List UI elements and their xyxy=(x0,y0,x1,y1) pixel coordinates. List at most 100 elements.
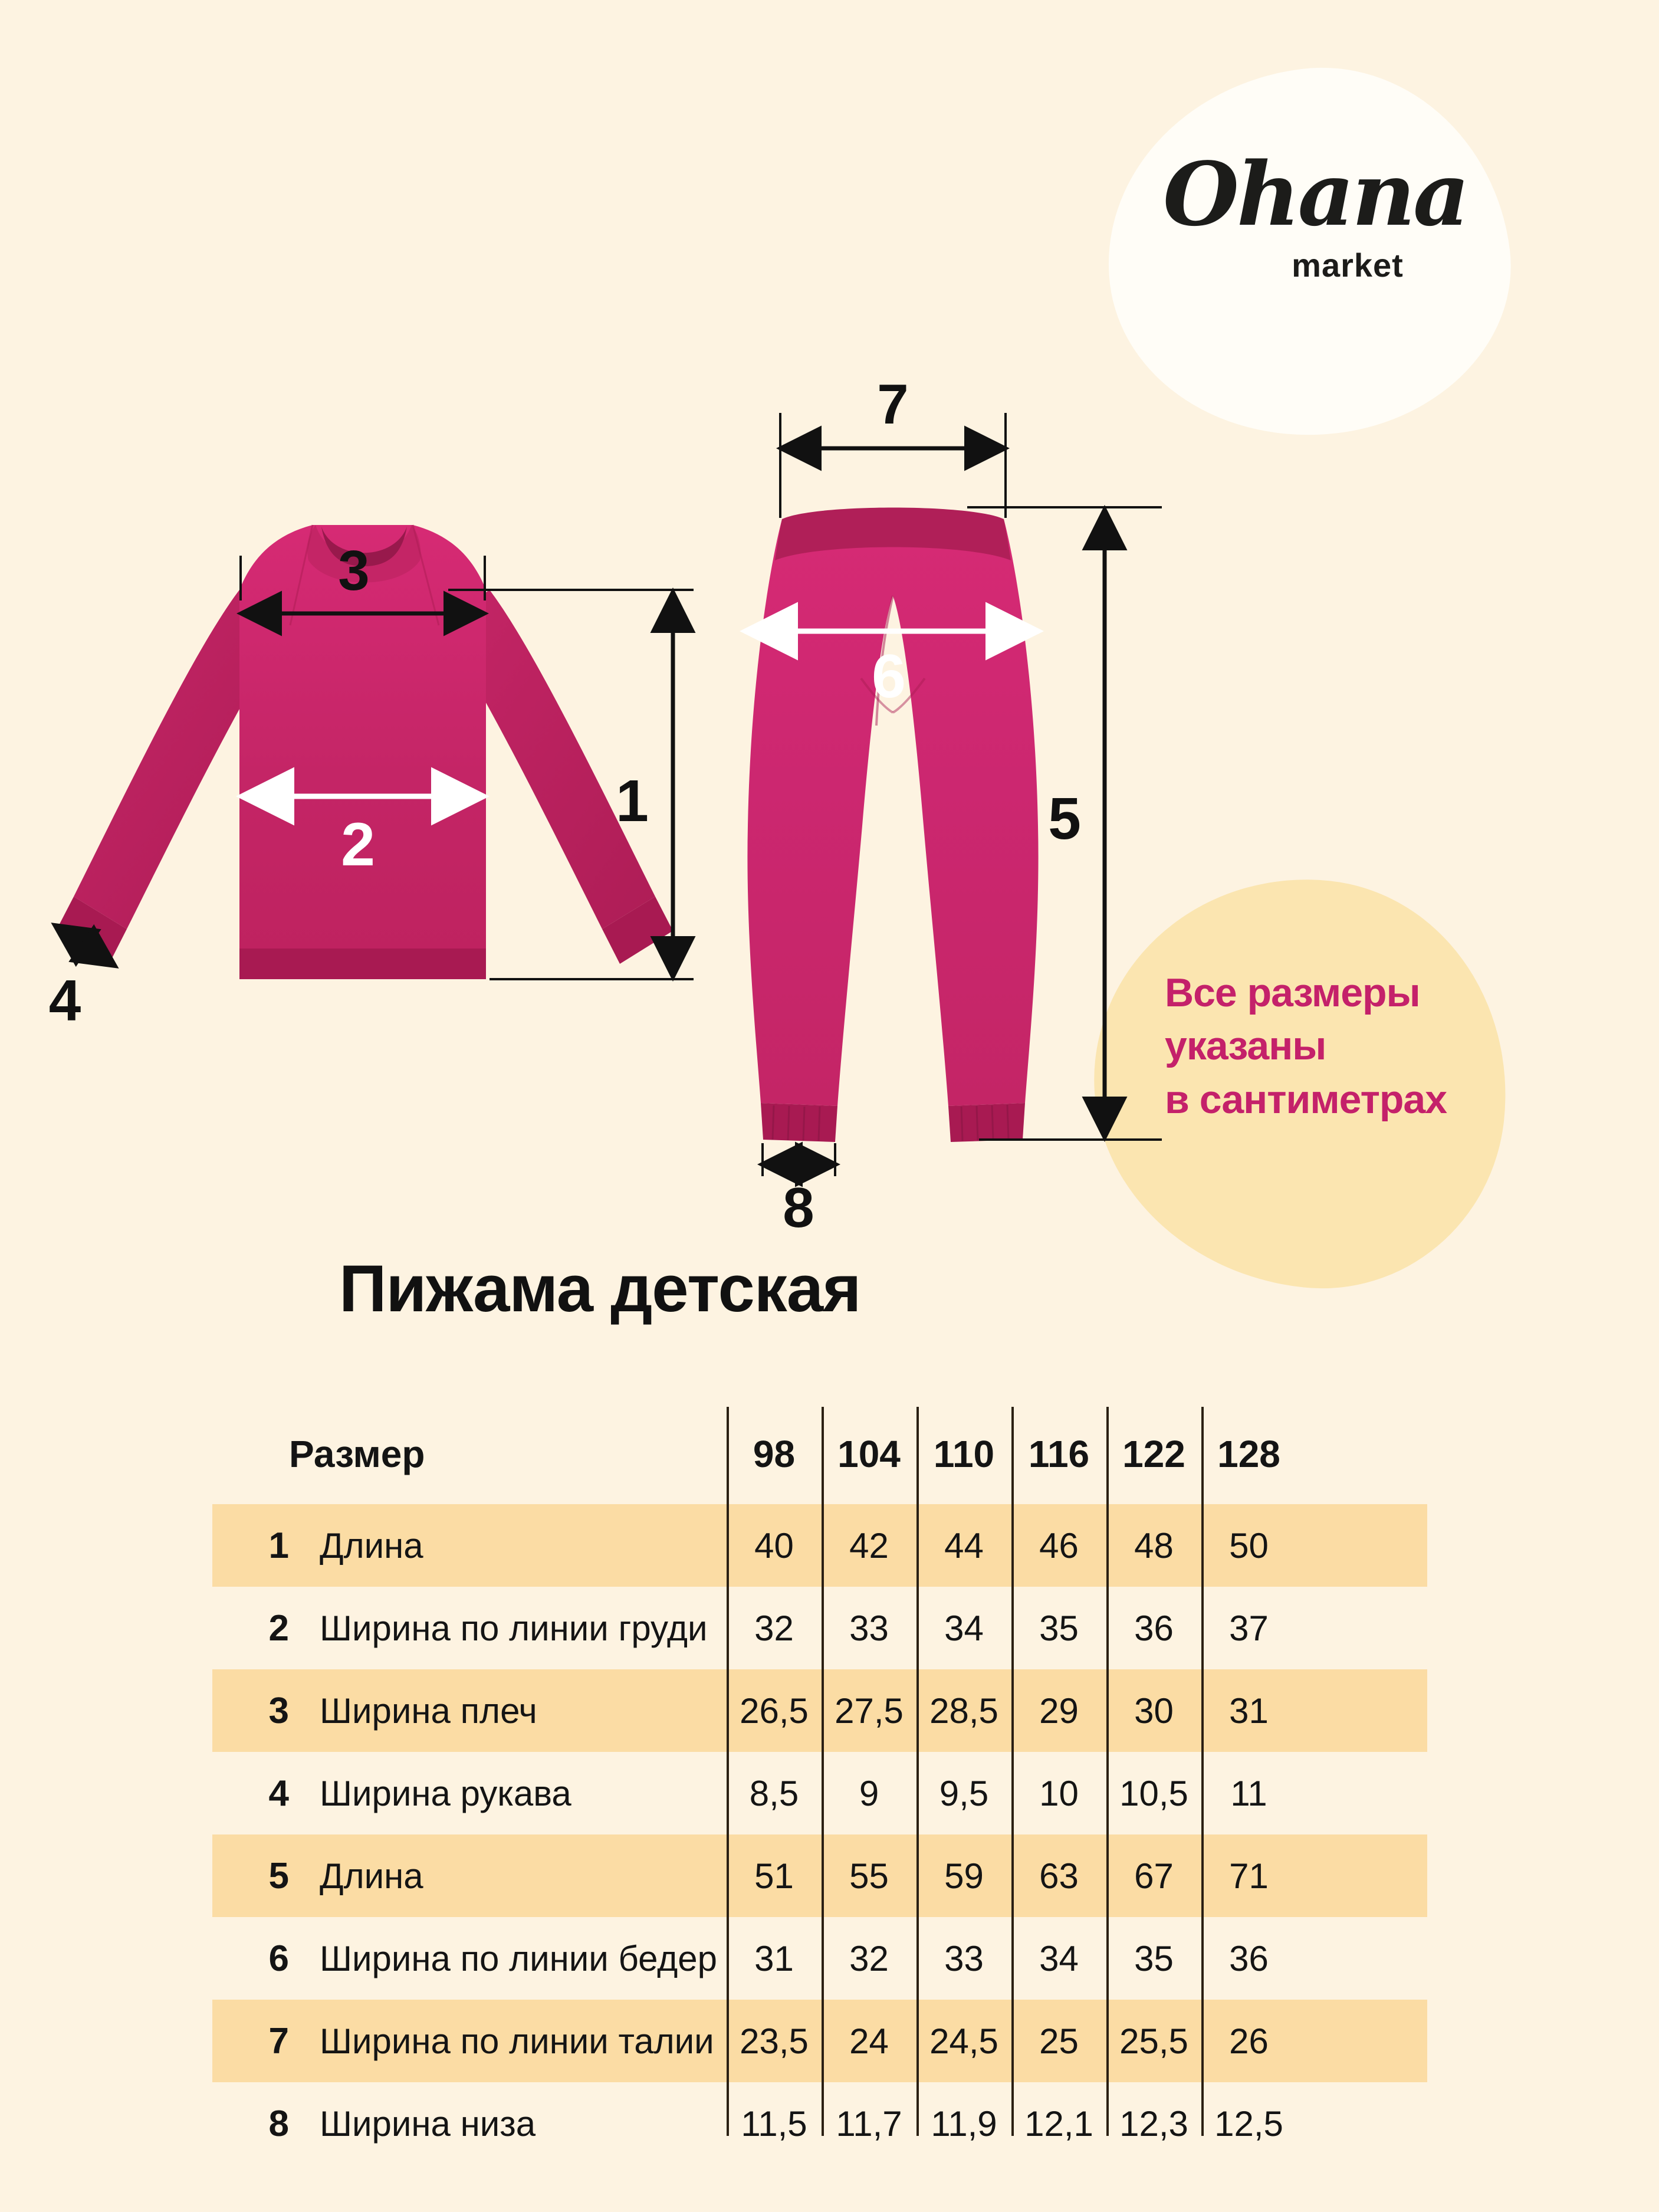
cell-value: 31 xyxy=(1229,1691,1269,1731)
cell-value: 35 xyxy=(1134,1938,1174,1978)
cell-value: 48 xyxy=(1134,1525,1174,1566)
marker-7-label: 7 xyxy=(877,373,908,436)
units-note: Все размеры указаны в сантиметрах xyxy=(1165,966,1519,1126)
row-label: Ширина по линии талии xyxy=(320,2021,714,2061)
table-row: 4 Ширина рукава 8,5 9 9,5 10 10,5 11 xyxy=(0,1752,1659,1834)
cell-value: 25 xyxy=(1039,2021,1079,2061)
cell-value: 44 xyxy=(944,1525,984,1566)
cell-value: 23,5 xyxy=(740,2021,809,2061)
cell-value: 10 xyxy=(1039,1773,1079,1813)
table-row: 8 Ширина низа 11,5 11,7 11,9 12,1 12,3 1… xyxy=(0,2082,1659,2165)
row-label: Ширина по линии груди xyxy=(320,1608,708,1648)
marker-8-label: 8 xyxy=(783,1176,814,1239)
marker-4-label: 4 xyxy=(49,968,81,1033)
brand-tagline: market xyxy=(1292,247,1404,284)
table-row: 2 Ширина по линии груди 32 33 34 35 36 3… xyxy=(0,1587,1659,1669)
marker-2-label: 2 xyxy=(341,810,375,879)
header-size-128: 128 xyxy=(1217,1433,1280,1475)
row-highlight-1 xyxy=(212,1504,1427,1587)
marker-1-label: 1 xyxy=(616,768,649,834)
page-title: Пижама детская xyxy=(339,1252,861,1325)
row-index: 6 xyxy=(268,1938,289,1979)
cell-value: 37 xyxy=(1229,1608,1269,1648)
row-index: 7 xyxy=(268,2020,289,2062)
cell-value: 33 xyxy=(849,1608,889,1648)
cell-value: 10,5 xyxy=(1119,1773,1188,1813)
marker-3-label: 3 xyxy=(338,539,369,602)
size-table-zone: Размер 98 104 110 116 122 128 1 Длина 40… xyxy=(0,1404,1659,2171)
column-divider-2 xyxy=(822,1407,824,2136)
cell-value: 35 xyxy=(1039,1608,1079,1648)
garment-diagram: 3 1 2 4 xyxy=(49,373,1162,1239)
cell-value: 63 xyxy=(1039,1856,1079,1896)
cell-value: 30 xyxy=(1134,1691,1174,1731)
cell-value: 11 xyxy=(1230,1773,1267,1813)
cell-value: 26,5 xyxy=(740,1691,809,1731)
brand-name: Ohana xyxy=(1163,143,1470,245)
cell-value: 46 xyxy=(1039,1525,1079,1566)
cell-value: 8,5 xyxy=(749,1773,799,1813)
column-divider-6 xyxy=(1201,1407,1204,2136)
header-size-98: 98 xyxy=(753,1433,796,1475)
cell-value: 11,7 xyxy=(836,2103,902,2144)
cell-value: 32 xyxy=(849,1938,889,1978)
header-size-104: 104 xyxy=(837,1433,901,1475)
table-row: 3 Ширина плеч 26,5 27,5 28,5 29 30 31 xyxy=(0,1669,1659,1752)
row-index: 2 xyxy=(268,1607,289,1649)
header-size-122: 122 xyxy=(1122,1433,1185,1475)
cell-value: 31 xyxy=(754,1938,794,1978)
cell-value: 29 xyxy=(1039,1691,1079,1731)
pyjama-pants-illustration: 7 5 6 8 xyxy=(740,373,1162,1239)
cell-value: 36 xyxy=(1229,1938,1269,1978)
cell-value: 24,5 xyxy=(929,2021,998,2061)
table-row: 1 Длина 40 42 44 46 48 50 xyxy=(0,1504,1659,1587)
row-index: 1 xyxy=(268,1525,289,1566)
header-size-116: 116 xyxy=(1028,1433,1090,1475)
row-label: Ширина рукава xyxy=(320,1773,571,1813)
cell-value: 25,5 xyxy=(1119,2021,1188,2061)
row-label: Длина xyxy=(320,1856,423,1896)
table-header-row: Размер 98 104 110 116 122 128 xyxy=(0,1404,1659,1504)
units-note-line-3: в сантиметрах xyxy=(1165,1077,1447,1122)
row-label: Ширина по линии бедер xyxy=(320,1938,717,1978)
cell-value: 11,5 xyxy=(741,2103,807,2144)
table-row: 7 Ширина по линии талии 23,5 24 24,5 25 … xyxy=(0,2000,1659,2082)
cell-value: 36 xyxy=(1134,1608,1174,1648)
units-note-line-1: Все размеры xyxy=(1165,970,1421,1015)
row-index: 4 xyxy=(268,1773,289,1814)
row-label: Ширина плеч xyxy=(320,1691,537,1731)
header-size: Размер xyxy=(289,1433,425,1475)
cell-value: 9,5 xyxy=(939,1773,989,1813)
cell-value: 28,5 xyxy=(929,1691,998,1731)
cell-value: 51 xyxy=(754,1856,794,1896)
cell-value: 32 xyxy=(754,1608,794,1648)
marker-6-label: 6 xyxy=(872,642,906,711)
cell-value: 71 xyxy=(1229,1856,1269,1896)
size-table: Размер 98 104 110 116 122 128 1 Длина 40… xyxy=(0,1404,1659,2165)
cell-value: 27,5 xyxy=(835,1691,904,1731)
cell-value: 12,3 xyxy=(1119,2103,1188,2144)
cell-value: 9 xyxy=(859,1773,879,1813)
marker-5-label: 5 xyxy=(1048,786,1081,852)
row-label: Длина xyxy=(320,1525,423,1566)
cell-value: 59 xyxy=(944,1856,984,1896)
cell-value: 34 xyxy=(944,1608,984,1648)
cell-value: 34 xyxy=(1039,1938,1079,1978)
row-highlight-7 xyxy=(212,2000,1427,2082)
brand-logo: Ohana market xyxy=(1138,150,1492,345)
table-row: 5 Длина 51 55 59 63 67 71 xyxy=(0,1834,1659,1917)
cell-value: 50 xyxy=(1229,1525,1269,1566)
row-highlight-3 xyxy=(212,1669,1427,1752)
row-label: Ширина низа xyxy=(320,2103,536,2144)
cell-value: 26 xyxy=(1229,2021,1269,2061)
cell-value: 55 xyxy=(849,1856,889,1896)
table-row: 6 Ширина по линии бедер 31 32 33 34 35 3… xyxy=(0,1917,1659,2000)
row-highlight-5 xyxy=(212,1834,1427,1917)
cell-value: 24 xyxy=(849,2021,889,2061)
pyjama-top-illustration: 3 1 2 4 xyxy=(49,524,696,1033)
units-note-line-2: указаны xyxy=(1165,1023,1326,1069)
cell-value: 12,1 xyxy=(1024,2103,1093,2144)
cell-value: 67 xyxy=(1134,1856,1174,1896)
column-divider-1 xyxy=(727,1407,729,2136)
